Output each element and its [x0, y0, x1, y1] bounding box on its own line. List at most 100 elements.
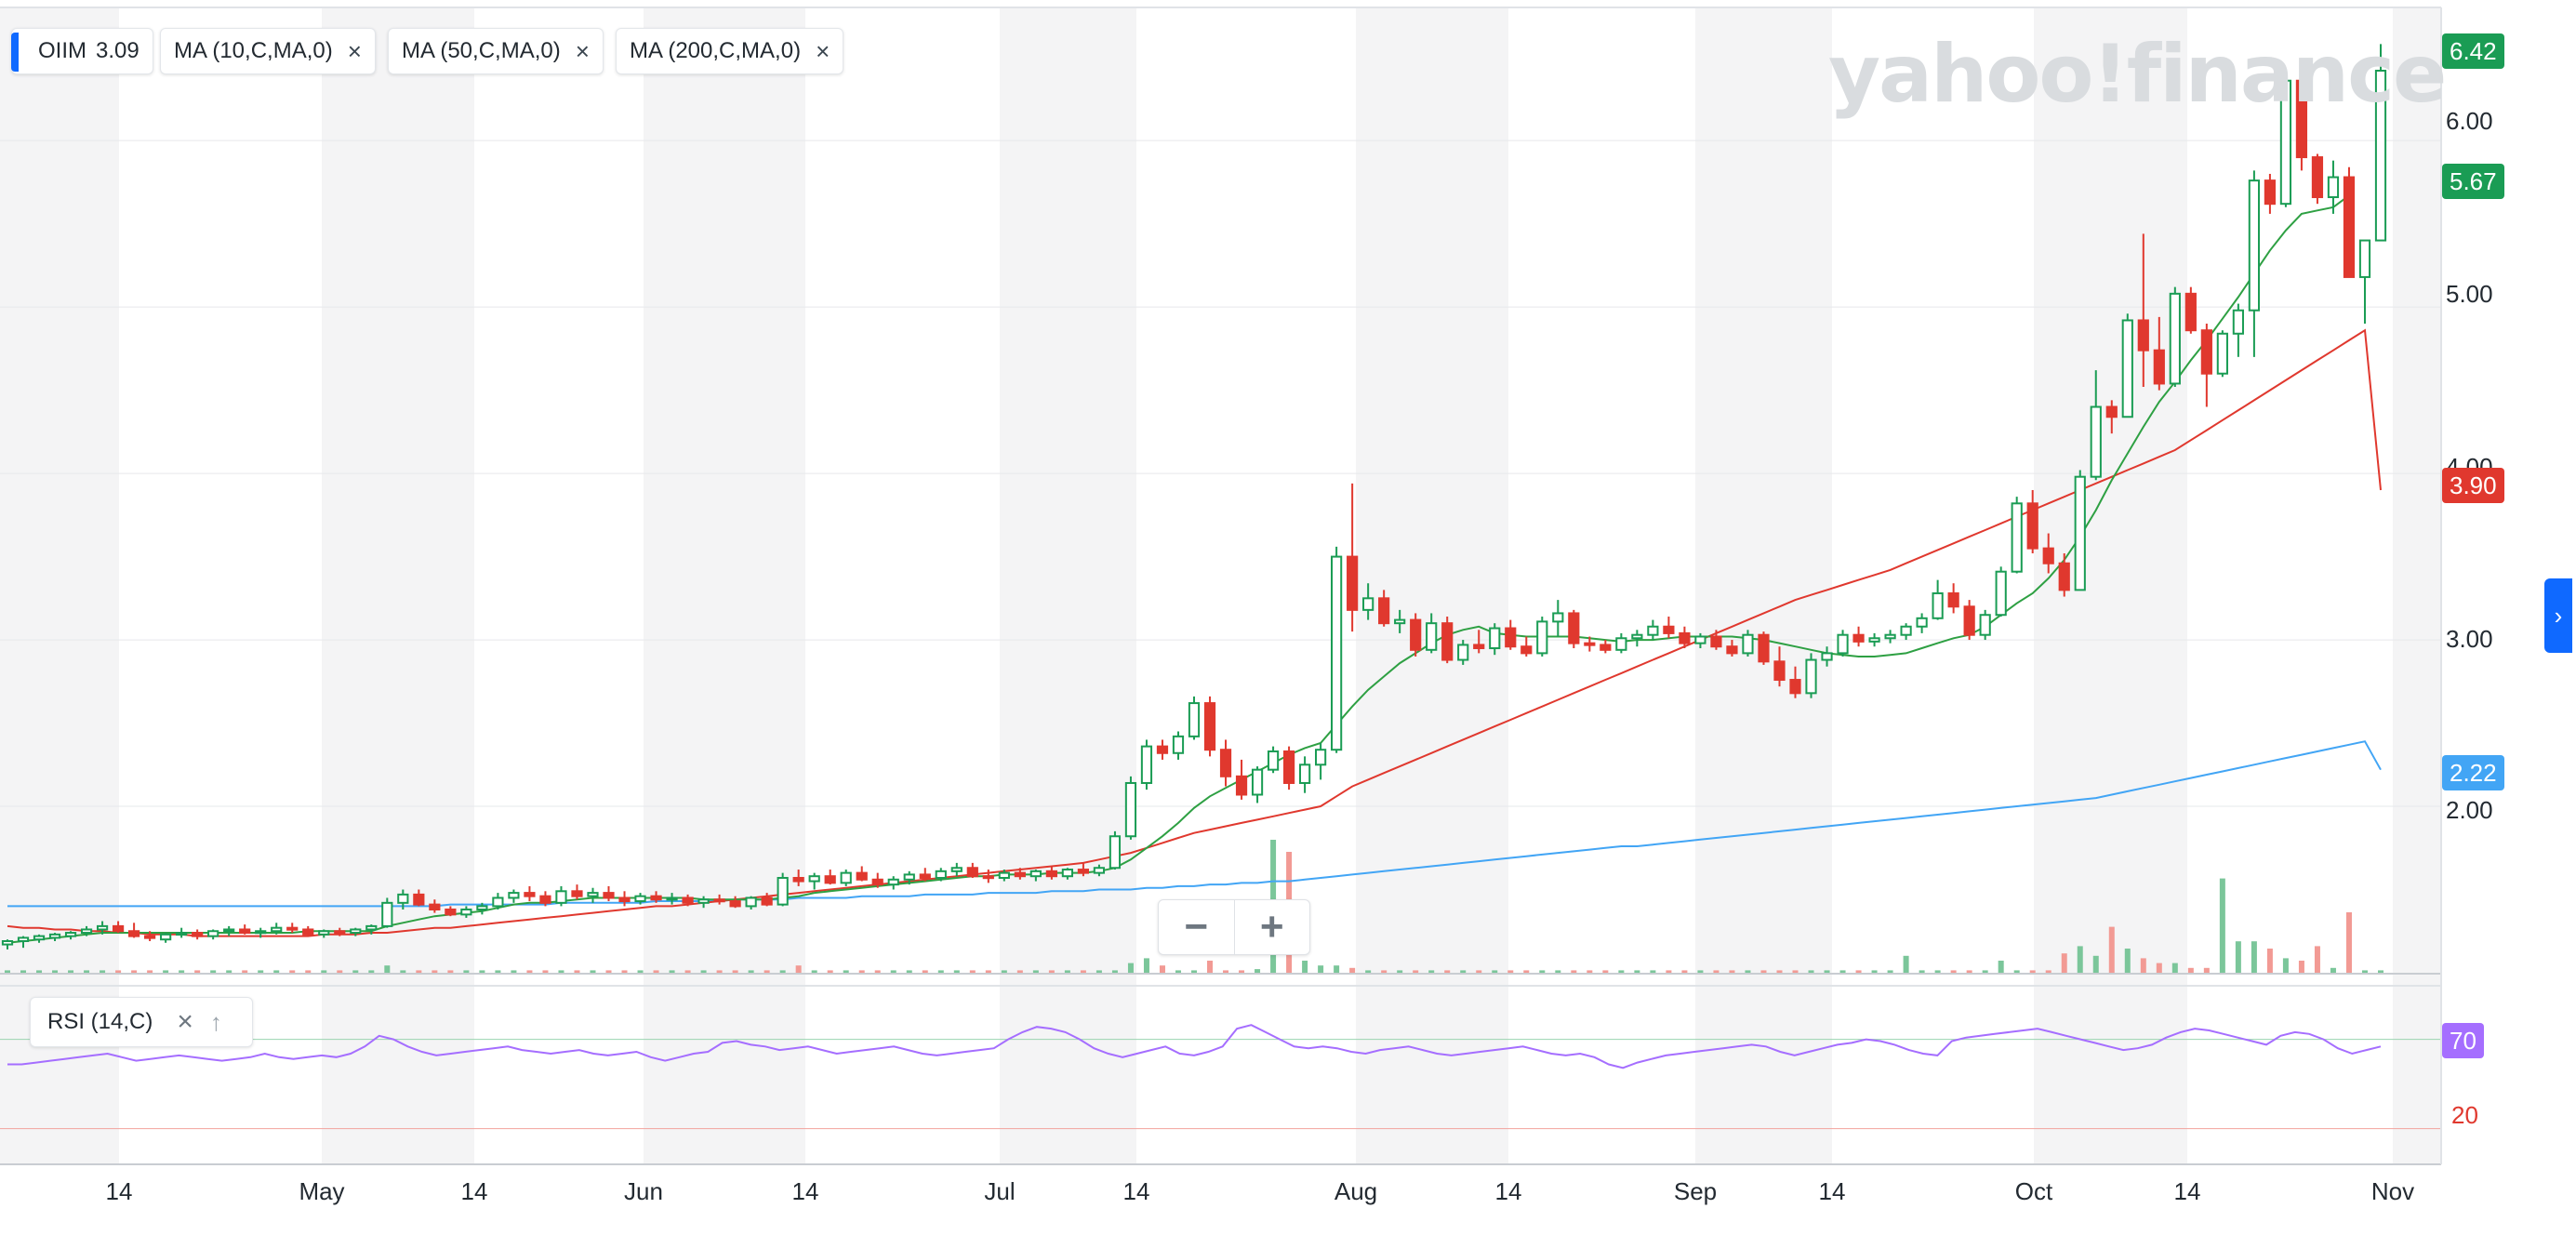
volume-bar [1223, 970, 1229, 973]
indicator-label: MA (50,C,MA,0) [402, 38, 561, 63]
candle [555, 885, 567, 907]
candle [1457, 640, 1469, 665]
volume-bar [1887, 970, 1893, 973]
volume-bar [1792, 970, 1799, 973]
candle [919, 868, 931, 882]
candle-body [17, 936, 30, 942]
candle-body [2153, 349, 2165, 385]
month-band [322, 7, 474, 1164]
volume-bar [811, 970, 817, 973]
volume-bar [1127, 963, 1134, 973]
candle [761, 893, 773, 907]
indicator-chip-ma10[interactable]: MA (10,C,MA,0) × [160, 28, 376, 74]
candle [1188, 696, 1201, 740]
candle [1837, 630, 1849, 657]
candle-body [508, 892, 520, 899]
candle-body [1441, 622, 1454, 661]
volume-bar [368, 970, 375, 973]
candle-body [1093, 867, 1106, 874]
indicator-chip-ma50[interactable]: MA (50,C,MA,0) × [388, 28, 604, 74]
volume-bar [1602, 970, 1609, 973]
volume-bar [1191, 970, 1197, 973]
candle [840, 870, 852, 886]
candle [1203, 696, 1216, 757]
candle [223, 925, 235, 936]
volume-bar [1507, 970, 1514, 973]
volume-bar [2314, 946, 2320, 973]
volume-bar [1998, 961, 2004, 973]
candle [777, 872, 789, 907]
volume-bar [1476, 970, 1482, 973]
candle-body [33, 935, 46, 941]
volume-bar [131, 970, 138, 973]
candle-body [2042, 547, 2054, 564]
candle [1109, 830, 1122, 870]
volume-bar [2330, 967, 2336, 973]
x-tick-label: 14 [2173, 1177, 2201, 1205]
candle-body [1061, 869, 1073, 878]
candle-body [80, 928, 93, 935]
x-tick-label: Oct [2014, 1177, 2053, 1205]
volume-bar [1697, 970, 1704, 973]
month-band [1695, 7, 1832, 1164]
symbol-color-bar [11, 33, 19, 72]
candle [1251, 766, 1264, 803]
side-panel-toggle[interactable]: › [2544, 578, 2572, 653]
volume-bar [1934, 970, 1941, 973]
rsi-line [7, 1024, 2382, 1069]
candle-body [761, 896, 773, 906]
candle [1441, 617, 1454, 664]
candle-body [1045, 870, 1057, 878]
close-price-badge: 6.42 [2442, 33, 2504, 69]
rsi-label: RSI (14,C) [47, 1009, 153, 1034]
volume-bar [1966, 970, 1972, 973]
volume-bar [2219, 878, 2225, 973]
candle-body [966, 867, 978, 878]
zoom-divider [1233, 900, 1235, 954]
close-icon[interactable]: × [575, 37, 590, 65]
candle-body [998, 871, 1010, 879]
close-icon[interactable]: × [177, 1006, 193, 1037]
candle [1282, 746, 1295, 790]
zoom-in-button[interactable]: + [1259, 904, 1284, 949]
symbol-chip[interactable]: OIIM 3.09 [11, 28, 153, 74]
candle [192, 929, 204, 940]
volume-bar [1365, 970, 1372, 973]
volume-bar [84, 970, 90, 973]
candle [413, 889, 425, 907]
candle [286, 923, 299, 934]
candle [160, 933, 172, 943]
close-icon[interactable]: × [816, 37, 830, 65]
volume-bar [874, 970, 881, 973]
volume-bar [1255, 969, 1261, 973]
volume-bar [2298, 961, 2304, 973]
close-icon[interactable]: × [347, 37, 362, 65]
indicator-chip-ma200[interactable]: MA (200,C,MA,0) × [616, 28, 844, 74]
candle-body [2169, 292, 2181, 385]
volume-bar [526, 970, 533, 973]
ma10-value-badge: 5.67 [2442, 164, 2504, 199]
volume-bar [1950, 970, 1957, 973]
candle [1235, 759, 1248, 800]
rsi-indicator-chip[interactable]: RSI (14,C) × ↑ [30, 997, 253, 1047]
candle-body [871, 878, 883, 886]
volume-bar [1492, 970, 1498, 973]
volume-bar [605, 970, 612, 973]
candle-body [2090, 405, 2102, 478]
candle [2105, 400, 2118, 434]
candle-body [1315, 749, 1327, 766]
candle [1995, 566, 2007, 618]
zoom-out-button[interactable]: − [1184, 904, 1209, 949]
candle-body [1552, 612, 1564, 623]
y-tick-label: 5.00 [2446, 280, 2493, 308]
volume-bar [447, 970, 454, 973]
arrow-up-icon[interactable]: ↑ [209, 1007, 222, 1036]
candle-body [792, 876, 804, 883]
candle-body [587, 892, 599, 897]
candle [476, 902, 488, 915]
volume-bar [1460, 970, 1467, 973]
volume-bar [779, 970, 786, 973]
volume-bar [1349, 967, 1356, 973]
candle [2184, 286, 2197, 334]
